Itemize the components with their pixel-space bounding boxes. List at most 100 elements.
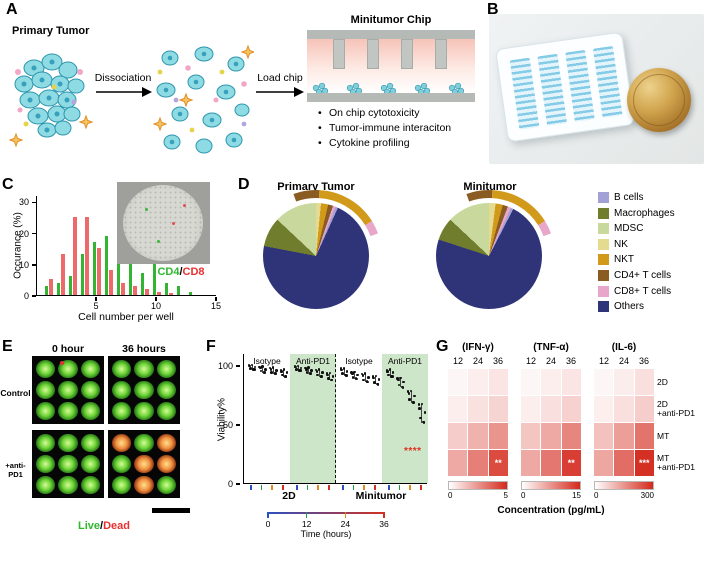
error-bar (318, 369, 320, 377)
f-time-tick (271, 485, 273, 490)
viability-point (321, 371, 324, 375)
c-y-tick-mark (32, 295, 36, 297)
error-bar (375, 376, 377, 385)
chip-pillar (435, 39, 447, 69)
histogram-bar-cd8 (169, 293, 173, 295)
heatmap-cell (541, 450, 561, 476)
legend-swatch (598, 301, 609, 313)
c-x-tick-mark (95, 297, 97, 301)
heatmap-cell (468, 369, 488, 395)
legend-item: CD8+ T cells (598, 285, 675, 297)
cell-spheroid (36, 360, 56, 378)
c-y-tick-label: 0 (23, 291, 29, 301)
panel-f-label: F (206, 338, 216, 355)
viability-point (259, 369, 263, 373)
f-time-tick (420, 485, 422, 490)
legend-slash: / (179, 266, 183, 278)
chip-channel-band (537, 53, 568, 126)
heatmap-cell (541, 423, 561, 449)
heatmap-cell (448, 369, 468, 395)
histogram-bar-cd8 (61, 254, 65, 295)
scale-max-label: 300 (640, 491, 654, 500)
pie-minitumor (436, 203, 542, 309)
chip-channel-band (509, 57, 540, 130)
viability-point (351, 372, 354, 375)
panel-g-label: G (436, 338, 449, 355)
heatmap-row-label: 2D (657, 376, 668, 387)
heatmap-grid: ** (521, 369, 581, 476)
c-x-tick-label: 15 (210, 301, 221, 311)
viability-point (320, 375, 323, 378)
heatmap-cell (448, 396, 468, 422)
cell-spheroid (36, 402, 56, 420)
viability-point (372, 376, 375, 380)
c-x-tick-label: 5 (93, 301, 99, 311)
f-time-tick (282, 485, 284, 490)
scale-min-label: 0 (448, 491, 453, 500)
viability-point (397, 383, 401, 387)
heatmap-col-header: 24 (472, 356, 483, 366)
viability-point (374, 374, 378, 378)
f-plot: Isotype Anti-PD1 Isotype Anti-PD1 (243, 354, 428, 484)
viability-point (345, 374, 348, 377)
viability-point (402, 380, 405, 384)
viability-point (275, 369, 278, 372)
f-condition-2d: 2D (282, 490, 296, 502)
error-bar (272, 367, 274, 374)
color-scale-labels: 0 15 (521, 491, 581, 500)
c-y-tick-label: 10 (18, 259, 29, 270)
expanded-arc-segment (491, 190, 545, 226)
expanded-arc-segment (538, 221, 552, 237)
f-time-tick (409, 485, 411, 490)
dissociation-label: Dissociation (94, 72, 152, 84)
e-row-control-label: Control (0, 388, 31, 398)
heatmap-cell: ** (561, 450, 581, 476)
pie2-title: Minitumor (463, 181, 517, 193)
histogram-bar-cd8 (121, 282, 125, 295)
viability-point (422, 421, 426, 425)
cell-spheroid (80, 455, 100, 473)
legend-item: NK (598, 238, 675, 250)
legend-swatch (598, 285, 609, 297)
f-y-tick-mark (236, 483, 240, 485)
cell-spheroid (112, 434, 132, 452)
chip-feature-list: On chip cytotoxicityTumor-immune interac… (318, 106, 451, 151)
viability-point (295, 368, 298, 371)
primary-tumor-illustration (8, 53, 94, 148)
histogram-bar-cd4 (164, 282, 168, 295)
time-tick-label: 24 (340, 519, 351, 529)
panel-e-label: E (2, 338, 13, 355)
heatmap-cell (634, 396, 654, 422)
pie-primary-tumor (263, 203, 369, 309)
chip-photo (489, 14, 704, 164)
viability-point (259, 366, 262, 370)
chip-pillar (367, 39, 379, 69)
cell-spheroid (36, 434, 56, 452)
viability-point (406, 390, 410, 393)
viability-point (388, 368, 392, 371)
chip-bottom-layer (307, 93, 475, 102)
viability-point (385, 368, 389, 372)
viability-point (363, 372, 367, 375)
viability-point (307, 366, 310, 370)
legend-swatch (598, 269, 609, 281)
error-bar (389, 369, 391, 377)
histogram-bar-cd8 (73, 216, 77, 295)
f-time-tick (342, 485, 344, 490)
expanded-arc-segment (293, 190, 320, 202)
chip-feature-item: Tumor-immune interaciton (318, 121, 451, 136)
time-axis-ticks: 0 12 24 36 (266, 506, 389, 542)
histogram-bar-cd8 (97, 248, 101, 295)
heatmap-cell (594, 369, 614, 395)
heatmap-cell (634, 423, 654, 449)
viability-point (253, 368, 256, 371)
chip-channel-band (592, 45, 623, 119)
heatmap-row-label: MT (657, 430, 670, 441)
time-tick-label: 12 (301, 519, 312, 529)
heatmap-cell (468, 423, 488, 449)
viability-point (281, 373, 284, 377)
viability-point (391, 371, 395, 375)
legend-item: Macrophages (598, 207, 675, 219)
viability-point (249, 367, 252, 370)
heatmap-grid: *** (594, 369, 654, 476)
